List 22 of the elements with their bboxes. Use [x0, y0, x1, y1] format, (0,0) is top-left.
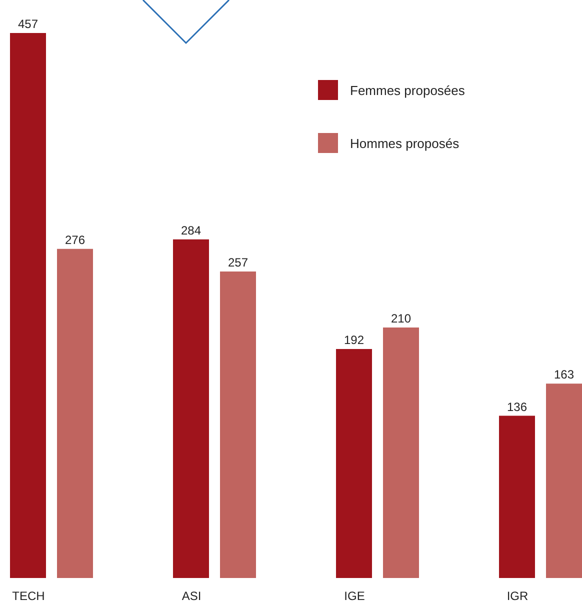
bar [220, 272, 256, 578]
x-tick-label: TECH [12, 589, 45, 603]
x-tick-label: IGR [506, 589, 528, 603]
data-label: 192 [344, 333, 364, 348]
bar [173, 239, 209, 578]
bar [10, 33, 46, 578]
x-tick-label: IGE [344, 589, 365, 603]
bar [499, 416, 535, 578]
data-label: 284 [180, 223, 202, 238]
legend-label: Hommes proposés [350, 136, 460, 150]
bar [57, 248, 93, 578]
bar [546, 384, 582, 578]
legend-label: Femmes proposées [350, 82, 465, 98]
data-label: 163 [554, 368, 574, 382]
bar [383, 328, 419, 578]
data-label: 257 [228, 256, 248, 270]
data-label: 210 [390, 312, 412, 326]
data-label: 457 [18, 17, 38, 31]
bar [336, 349, 372, 578]
data-label: 136 [506, 400, 528, 414]
x-tick-label: ASI [182, 589, 202, 603]
data-label: 276 [64, 232, 86, 247]
